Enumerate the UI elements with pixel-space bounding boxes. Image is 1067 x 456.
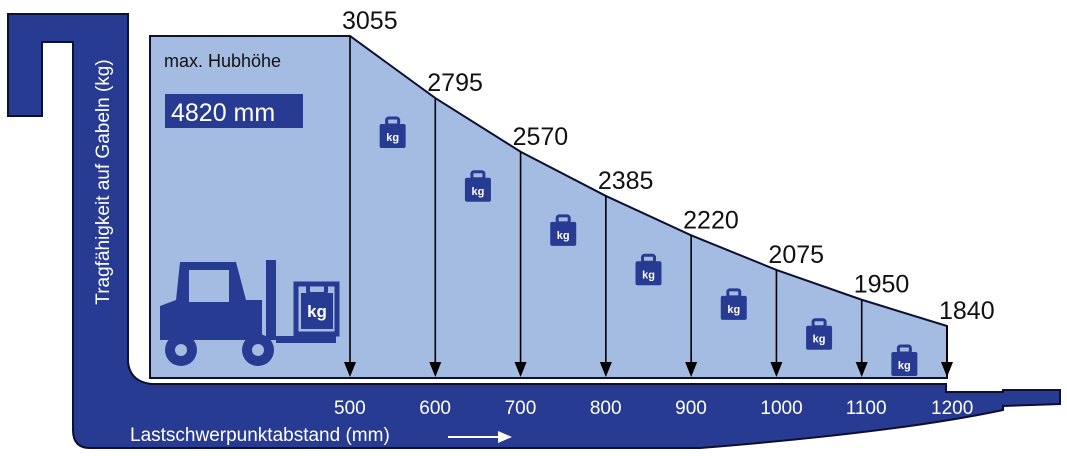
svg-text:kg: kg	[472, 186, 485, 198]
value-label-700: 2570	[513, 123, 569, 151]
forklift-icon: kg	[160, 260, 340, 366]
forklift-cab-window	[189, 270, 229, 302]
capacity-arrowhead-1200	[941, 362, 953, 377]
svg-text:kg: kg	[727, 304, 740, 316]
svg-text:kg: kg	[386, 132, 399, 144]
svg-text:kg: kg	[813, 334, 826, 346]
tick-label-1200: 1200	[931, 398, 973, 419]
weight-kg-icon: kg	[550, 214, 577, 246]
tick-label-1000: 1000	[760, 398, 802, 419]
forklift-weight-label: kg	[307, 302, 327, 321]
arrow-right-icon	[448, 431, 512, 443]
weight-kg-icon: kg	[891, 344, 918, 376]
max-lift-height-label: max. Hubhöhe	[164, 51, 281, 71]
weight-kg-icon: kg	[635, 253, 662, 286]
tick-label-500: 500	[334, 398, 366, 419]
value-label-500: 3055	[342, 7, 398, 35]
tick-label-600: 600	[419, 398, 451, 419]
capacity-arrowhead-700	[514, 362, 527, 377]
svg-text:kg: kg	[898, 360, 911, 372]
value-label-900: 2220	[683, 206, 739, 234]
value-label-1100: 1950	[854, 271, 910, 299]
max-lift-height-value: 4820 mm	[171, 99, 275, 127]
value-label-1000: 2075	[768, 241, 824, 269]
value-label-800: 2385	[598, 167, 654, 195]
svg-text:kg: kg	[557, 230, 570, 242]
value-label-600: 2795	[427, 69, 483, 97]
x-axis-label: Lastschwerpunktabstand (mm)	[130, 425, 390, 446]
forklift-fork	[276, 336, 336, 343]
weight-kg-icon: kg	[379, 116, 406, 149]
x-axis-ticks: 500 600 700 800 900 1000 1100 1200	[334, 398, 973, 419]
value-label-1200: 1840	[939, 297, 995, 325]
forklift-weight	[301, 293, 333, 329]
max-lift-height-box	[165, 94, 303, 128]
forklift-mast	[266, 260, 276, 340]
capacity-arrowhead-1100	[855, 362, 868, 377]
chart-marks: 3055 kg 2795 kg 2570 kg 2385 kg 2220 kg 2075 kg 1950…	[342, 7, 995, 377]
tick-label-1100: 1100	[846, 398, 887, 419]
tick-label-700: 700	[505, 398, 537, 419]
weight-kg-icon: kg	[464, 170, 491, 202]
tick-label-900: 900	[675, 398, 707, 419]
capacity-arrowhead-500	[344, 362, 356, 377]
capacity-arrowhead-900	[685, 362, 698, 377]
capacity-arrowhead-1000	[770, 362, 783, 377]
weight-kg-icon: kg	[720, 288, 747, 320]
capacity-arrowhead-800	[599, 362, 612, 377]
weight-kg-icon: kg	[806, 318, 833, 350]
svg-text:kg: kg	[642, 269, 655, 281]
fork-frame	[7, 13, 1061, 449]
capacity-arrowhead-600	[429, 362, 442, 377]
y-axis-label: Tragfähigkeit auf Gabeln (kg)	[93, 59, 114, 304]
tick-label-800: 800	[590, 398, 622, 419]
